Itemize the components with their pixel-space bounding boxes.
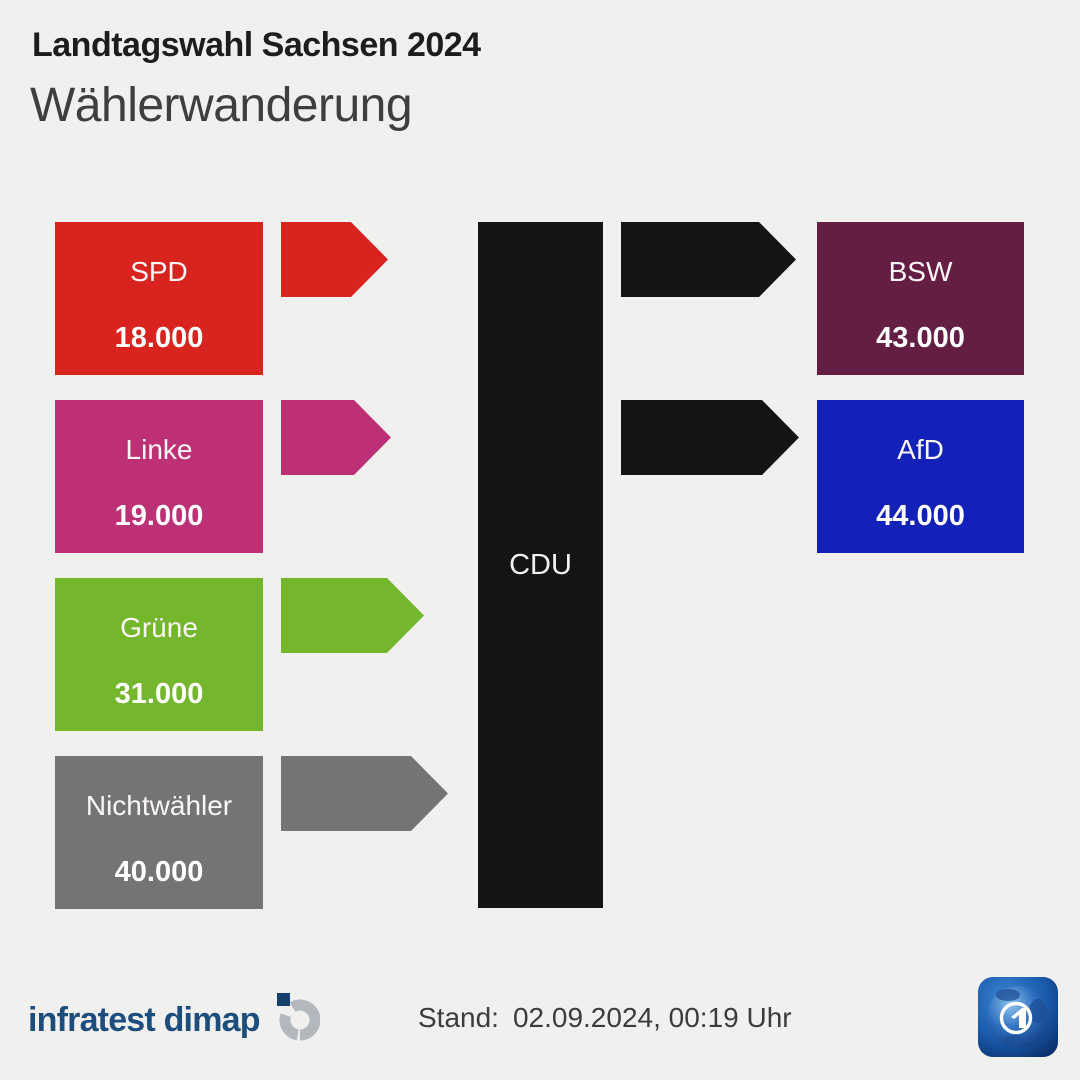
page-kicker: Landtagswahl Sachsen 2024 — [32, 26, 481, 64]
source-attribution: infratest dimap — [28, 993, 321, 1046]
party-value: 43.000 — [876, 322, 965, 354]
infratest-dimap-mark-icon — [274, 993, 321, 1046]
party-value: 40.000 — [114, 856, 204, 888]
ard-das-erste-logo-icon — [978, 977, 1058, 1057]
party-label: BSW — [888, 256, 953, 287]
source-label: infratest dimap — [28, 1000, 261, 1039]
stand-label: Stand: — [418, 1002, 499, 1033]
party-box-gruene: Grüne 31.000 — [55, 578, 263, 731]
party-box-linke: Linke 19.000 — [55, 400, 263, 553]
party-label: AfD — [897, 434, 944, 465]
flow-arrow-nichtwaehler-to-cdu — [281, 756, 448, 831]
flow-arrow-linke-to-cdu — [281, 400, 391, 475]
party-label: Linke — [125, 434, 193, 465]
stand-timestamp: Stand: 02.09.2024, 00:19 Uhr — [418, 1002, 792, 1034]
party-value: 18.000 — [114, 322, 204, 354]
party-box-afd: AfD 44.000 — [817, 400, 1024, 553]
party-label: SPD — [130, 256, 188, 287]
flow-arrow-gruene-to-cdu — [281, 578, 424, 653]
page-title: Wählerwanderung — [30, 79, 413, 132]
center-party-label: CDU — [509, 548, 572, 581]
party-value: 44.000 — [876, 500, 965, 532]
party-label: Grüne — [120, 612, 198, 643]
stand-value: 02.09.2024, 00:19 Uhr — [512, 1002, 792, 1033]
flow-arrow-cdu-to-bsw — [621, 222, 796, 297]
party-label: Nichtwähler — [85, 790, 233, 821]
flow-arrow-cdu-to-afd — [621, 400, 799, 475]
party-box-bsw: BSW 43.000 — [817, 222, 1024, 375]
party-box-spd: SPD 18.000 — [55, 222, 263, 375]
party-value: 19.000 — [114, 500, 204, 532]
center-party-bar-cdu: CDU — [478, 222, 603, 908]
flow-arrow-spd-to-cdu — [281, 222, 388, 297]
party-value: 31.000 — [114, 678, 204, 710]
party-box-nichtwaehler: Nichtwähler 40.000 — [55, 756, 263, 909]
